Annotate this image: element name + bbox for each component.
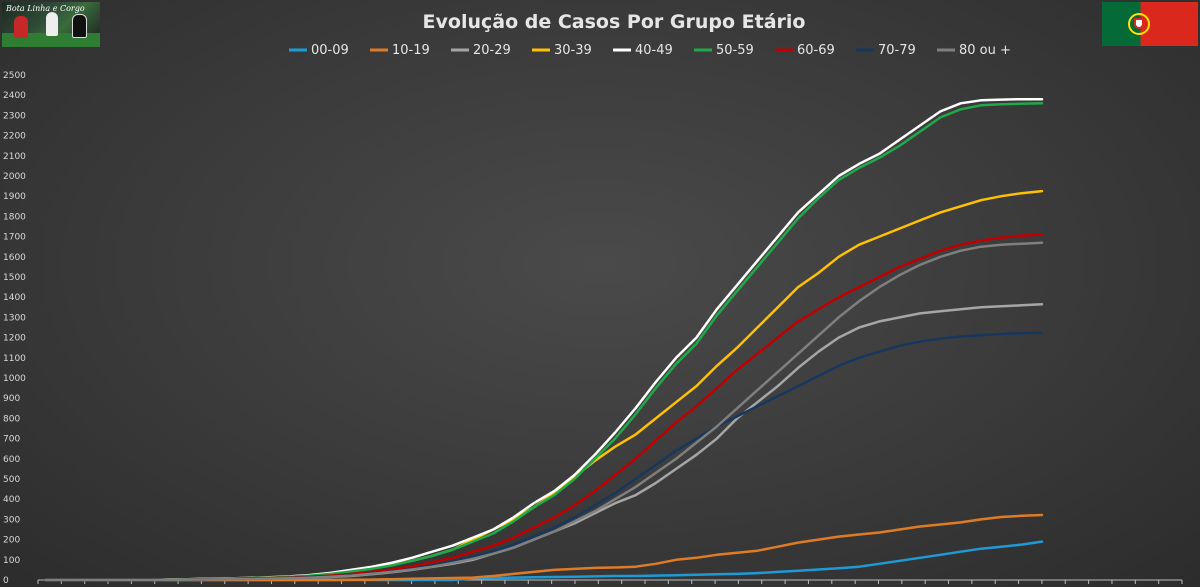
y-tick-label: 1600 [3,253,26,263]
y-tick-label: 1800 [3,212,26,222]
y-tick-label: 700 [3,435,20,445]
legend-item: 80 ou + [937,43,1011,58]
legend-label: 30-39 [554,43,592,58]
legend-item: 30-39 [532,43,592,58]
y-tick-label: 2100 [3,152,26,162]
y-tick-label: 1700 [3,233,26,243]
y-tick-label: 0 [3,576,9,586]
legend-item: 00-09 [289,43,349,58]
legend-label: 70-79 [878,43,916,58]
y-tick-label: 2300 [3,111,26,121]
y-tick-label: 100 [3,556,20,566]
channel-logo: Bota Linha e Corgo [2,2,100,47]
y-tick-label: 1500 [3,273,26,283]
portugal-flag-icon [1102,2,1198,46]
series-line-70-79 [44,331,1044,582]
y-tick-label: 400 [3,495,20,505]
legend-label: 40-49 [635,43,673,58]
legend-label: 50-59 [716,43,754,58]
series-group [44,97,1044,582]
y-tick-label: 1000 [3,374,26,384]
logo-player-black [72,14,87,38]
legend-label: 10-19 [392,43,430,58]
legend-item: 10-19 [370,43,430,58]
series-line-00-09 [44,540,1044,582]
y-tick-label: 1900 [3,192,26,202]
legend-item: 60-69 [775,43,835,58]
flag-shield [1134,18,1144,29]
flag-armillary-sphere [1128,13,1150,35]
legend: 00-09 10-19 20-29 30-39 40-49 50-59 60-69 70-79… [289,43,1011,58]
y-tick-label: 200 [3,536,20,546]
logo-text: Bota Linha e Corgo [6,4,85,13]
legend-item: 50-59 [694,43,754,58]
y-tick-label: 2400 [3,91,26,101]
series-line-20-29 [44,303,1044,582]
y-tick-label: 2000 [3,172,26,182]
y-tick-label: 800 [3,414,20,424]
chart-title: Evolução de Casos Por Grupo Etário [423,11,806,33]
series-line-80-ou- [44,241,1044,582]
y-tick-label: 1300 [3,313,26,323]
series-line-50-59 [44,102,1044,582]
y-tick-label: 1100 [3,354,26,364]
legend-item: 70-79 [856,43,916,58]
logo-player-red [14,16,28,38]
y-tick-label: 900 [3,394,20,404]
legend-label: 60-69 [797,43,835,58]
legend-label: 20-29 [473,43,511,58]
y-tick-label: 1200 [3,334,26,344]
series-line-40-49 [44,97,1044,582]
series-line-10-19 [44,513,1044,582]
y-tick-label: 300 [3,515,20,525]
legend-label: 00-09 [311,43,349,58]
y-tick-label: 2200 [3,132,26,142]
y-tick-label: 600 [3,455,20,465]
series-line-60-69 [44,233,1044,582]
y-tick-label: 2500 [3,71,26,81]
legend-label: 80 ou + [959,43,1011,58]
legend-item: 20-29 [451,43,511,58]
legend-item: 40-49 [613,43,673,58]
y-tick-label: 500 [3,475,20,485]
y-tick-label: 1400 [3,293,26,303]
logo-player-white [46,12,58,36]
y-axis: 0 100 200 300 400 500 600 700 800 900 1000 1100 1200… [3,71,26,586]
